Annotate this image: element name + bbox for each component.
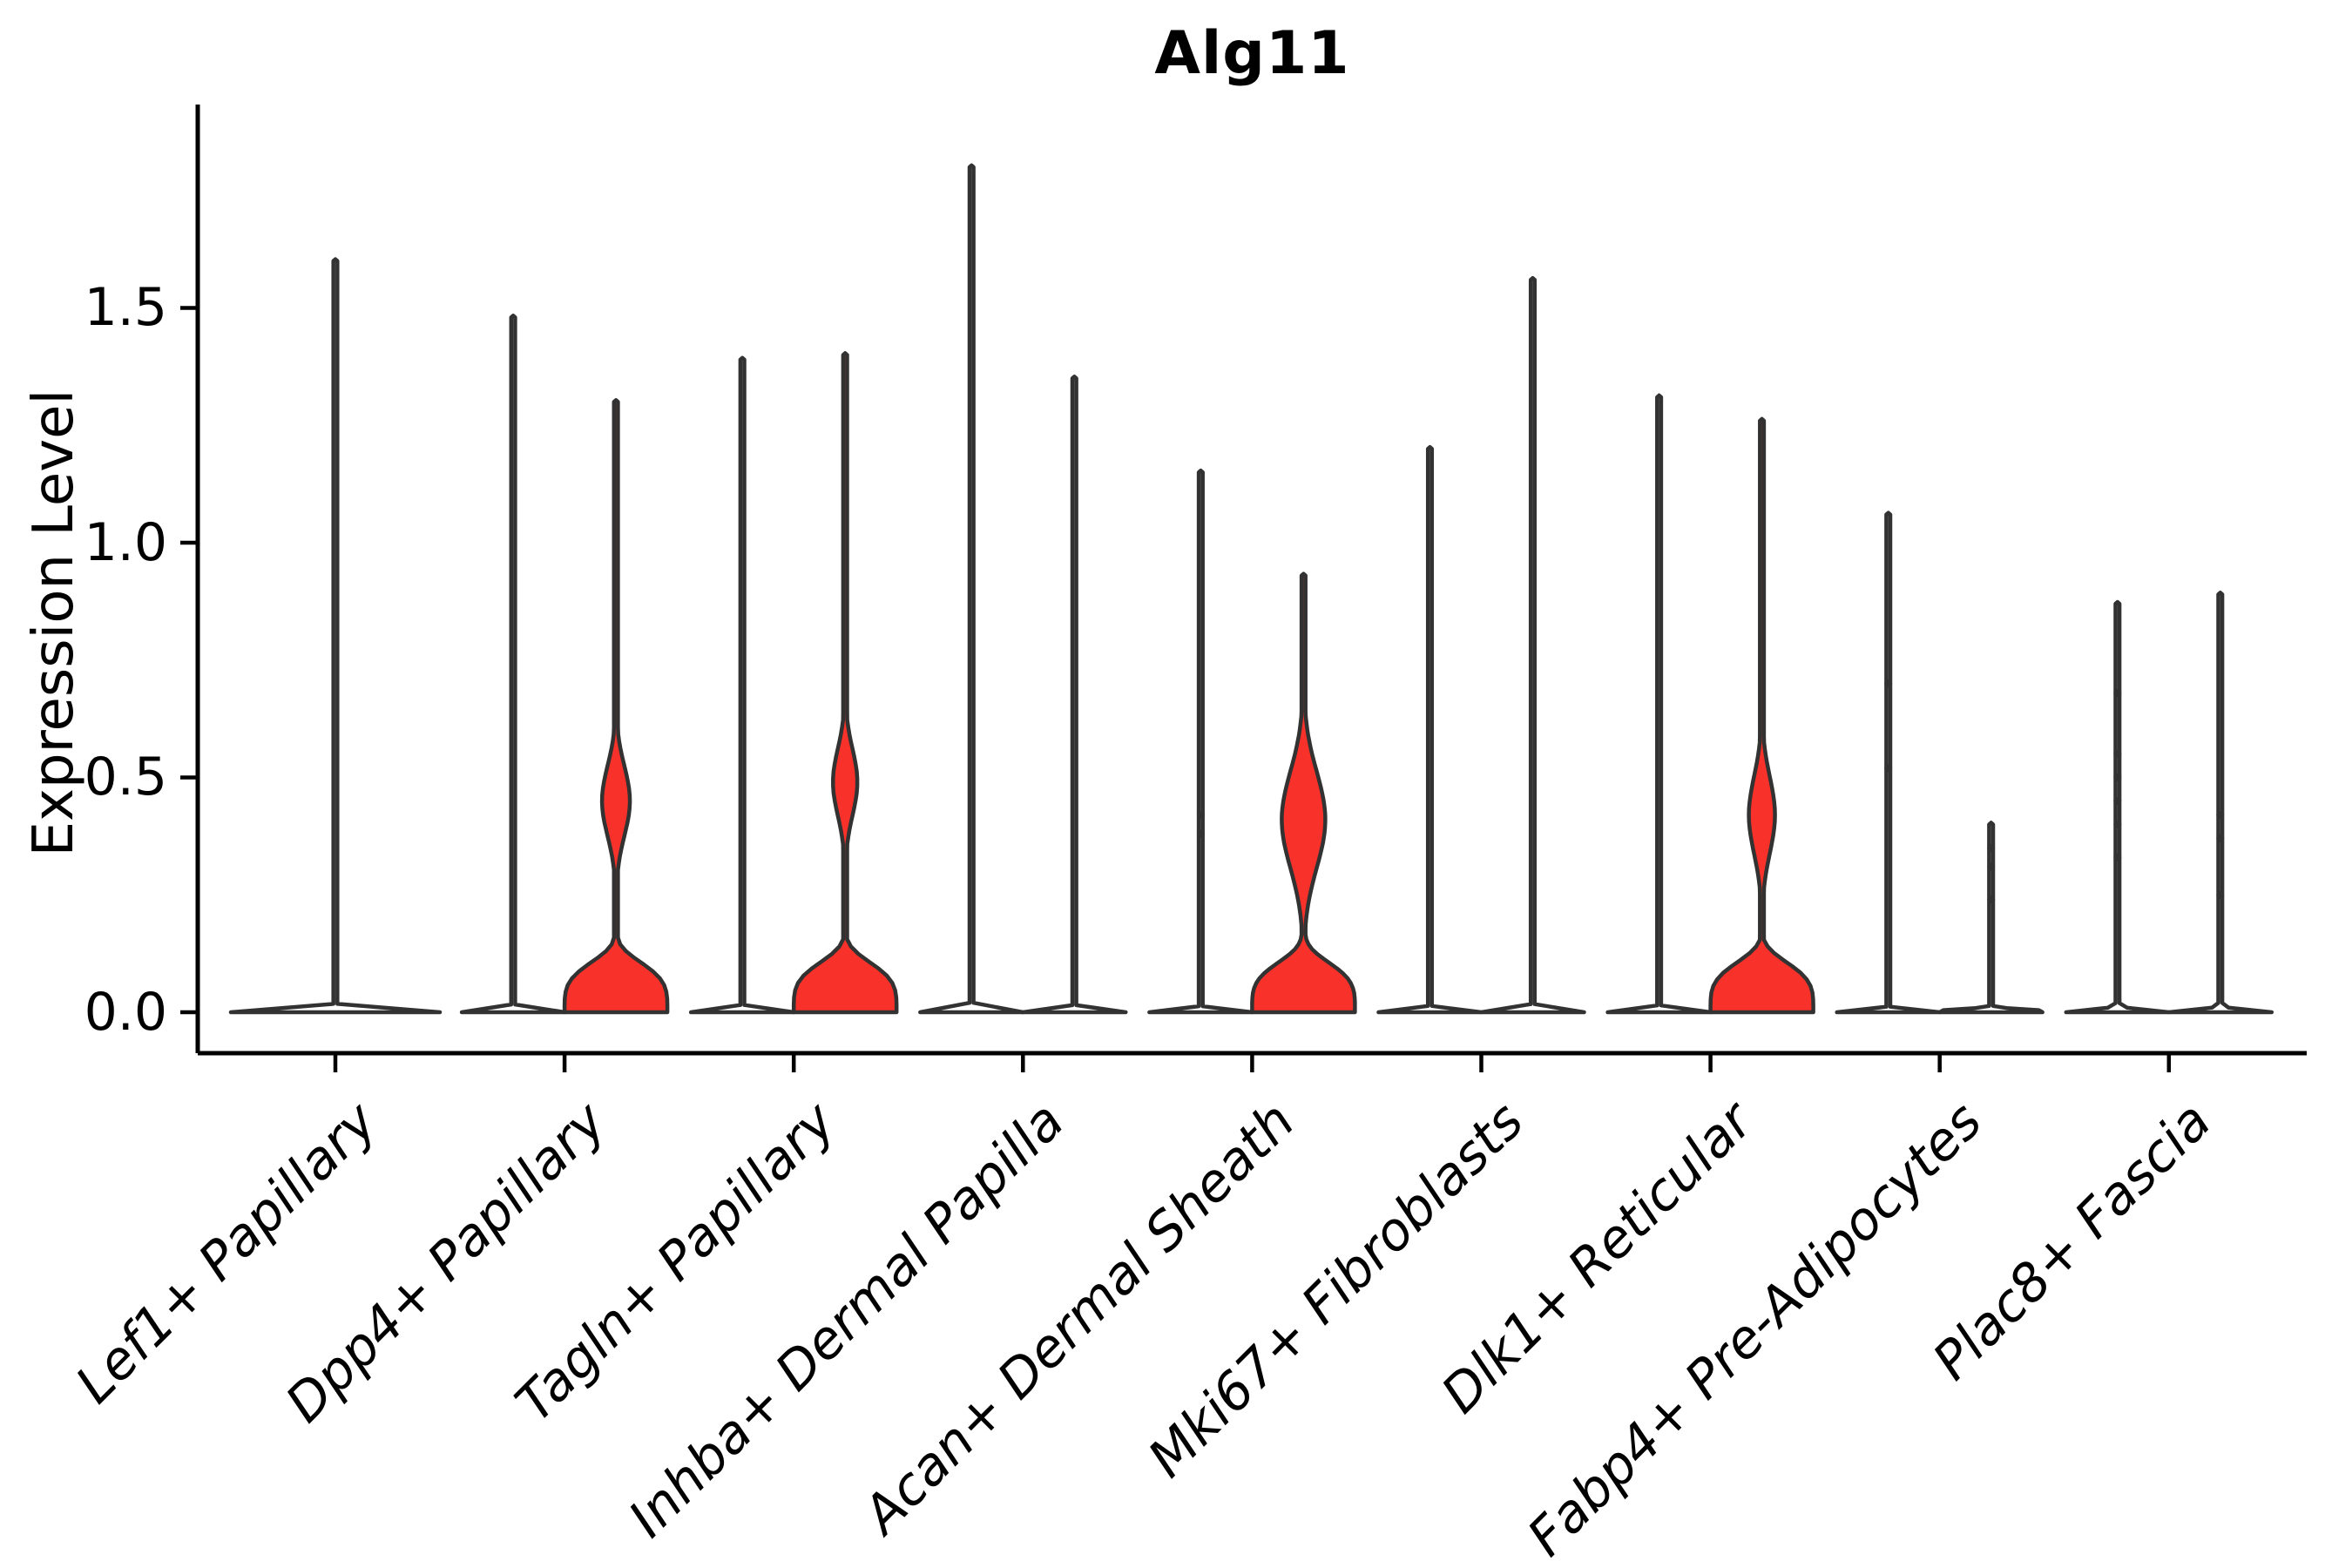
violin-filled bbox=[791, 351, 899, 1015]
expression-point bbox=[2113, 853, 2122, 862]
expression-point bbox=[2113, 774, 2122, 781]
expression-point bbox=[1987, 843, 1996, 852]
expression-point bbox=[2113, 796, 2122, 805]
violin-collapsed bbox=[1021, 375, 1128, 1015]
violin-collapsed bbox=[688, 355, 796, 1015]
expression-point bbox=[2113, 820, 2122, 828]
violin-collapsed bbox=[918, 163, 1025, 1015]
expression-point bbox=[2216, 835, 2225, 843]
y-tick-label-0.0: 0.0 bbox=[84, 982, 167, 1043]
y-tick-label-1.0: 1.0 bbox=[84, 512, 167, 573]
violin-filled bbox=[562, 398, 670, 1015]
y-tick-label-0.5: 0.5 bbox=[84, 747, 167, 808]
expression-point bbox=[1987, 862, 1996, 871]
violin-collapsed bbox=[1937, 821, 2044, 1015]
expression-point bbox=[2113, 688, 2122, 697]
violin-collapsed bbox=[2064, 599, 2172, 1015]
violin-filled bbox=[1708, 416, 1815, 1015]
y-tick-label-1.5: 1.5 bbox=[84, 277, 167, 338]
violin-collapsed bbox=[2166, 591, 2274, 1015]
expression-point bbox=[2216, 890, 2225, 899]
expression-point bbox=[1884, 764, 1893, 773]
expression-point bbox=[1987, 896, 1996, 904]
expression-point bbox=[2113, 750, 2122, 759]
violin-collapsed bbox=[1835, 510, 1942, 1015]
expression-point bbox=[1884, 679, 1893, 688]
expression-point bbox=[1196, 829, 1205, 838]
expression-point bbox=[2216, 811, 2225, 820]
violin-collapsed bbox=[459, 314, 567, 1015]
plot-title: Alg11 bbox=[1154, 19, 1350, 88]
violin-collapsed bbox=[1376, 444, 1484, 1015]
violin-collapsed bbox=[1479, 275, 1586, 1015]
expression-point bbox=[1196, 811, 1205, 820]
violin-collapsed bbox=[1605, 393, 1713, 1015]
violin-filled bbox=[1250, 571, 1357, 1015]
violin-collapsed bbox=[228, 257, 443, 1015]
violin-collapsed bbox=[1147, 468, 1254, 1015]
